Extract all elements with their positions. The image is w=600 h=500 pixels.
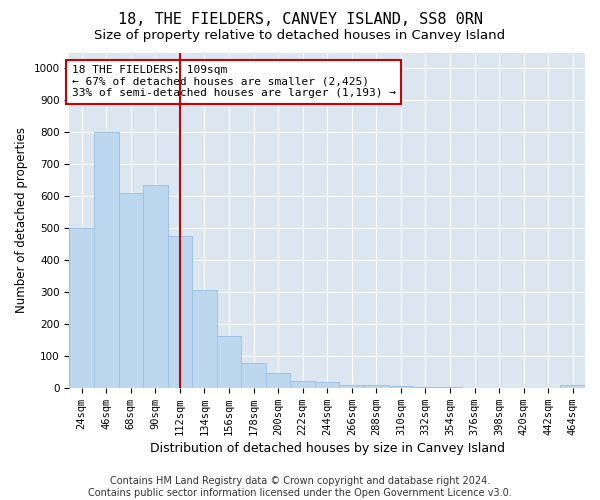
Bar [167, 236, 192, 388]
Bar [413, 387, 437, 388]
Bar [70, 228, 94, 388]
Bar [560, 386, 585, 388]
Bar [143, 185, 167, 388]
Bar [119, 193, 143, 388]
Bar [437, 387, 462, 388]
Text: Size of property relative to detached houses in Canvey Island: Size of property relative to detached ho… [94, 29, 506, 42]
Bar [364, 384, 389, 388]
Bar [266, 374, 290, 388]
Bar [241, 363, 266, 388]
X-axis label: Distribution of detached houses by size in Canvey Island: Distribution of detached houses by size … [150, 442, 505, 455]
Bar [290, 381, 315, 388]
Text: 18 THE FIELDERS: 109sqm
← 67% of detached houses are smaller (2,425)
33% of semi: 18 THE FIELDERS: 109sqm ← 67% of detache… [72, 66, 396, 98]
Bar [94, 132, 119, 388]
Text: Contains HM Land Registry data © Crown copyright and database right 2024.
Contai: Contains HM Land Registry data © Crown c… [88, 476, 512, 498]
Bar [192, 290, 217, 388]
Bar [389, 386, 413, 388]
Y-axis label: Number of detached properties: Number of detached properties [15, 127, 28, 313]
Text: 18, THE FIELDERS, CANVEY ISLAND, SS8 0RN: 18, THE FIELDERS, CANVEY ISLAND, SS8 0RN [118, 12, 482, 28]
Bar [217, 336, 241, 388]
Bar [315, 382, 340, 388]
Bar [340, 384, 364, 388]
